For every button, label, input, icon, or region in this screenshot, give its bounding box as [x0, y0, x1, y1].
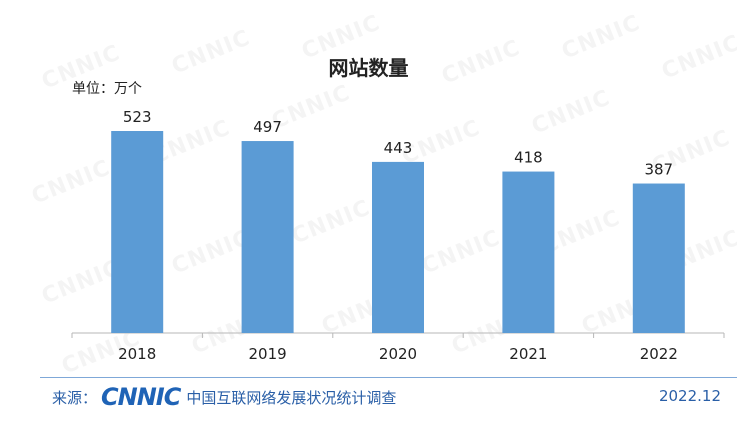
data-label-2020: 443	[384, 139, 413, 157]
data-label-2021: 418	[514, 149, 543, 167]
footer-divider	[40, 377, 737, 378]
tick-label-2021: 2021	[509, 345, 547, 363]
unit-label: 单位：万个	[72, 81, 142, 97]
cnnic-logo: CNNIC	[101, 383, 181, 411]
bar-2020	[372, 161, 424, 333]
data-label-2019: 497	[253, 118, 282, 136]
tick-label-2019: 2019	[249, 345, 287, 363]
source-label: 来源：	[52, 388, 98, 407]
bar-2019	[241, 141, 294, 333]
footer-date: 2022.12	[658, 387, 721, 405]
tick-label-2018: 2018	[118, 345, 156, 363]
bar-2018	[111, 131, 164, 333]
chart-title: 网站数量	[328, 56, 409, 80]
bar-2022	[632, 183, 685, 333]
survey-name: 中国互联网络发展状况统计调查	[186, 388, 397, 407]
tick-label-2022: 2022	[640, 345, 678, 363]
bar-2021	[502, 171, 555, 333]
data-label-2018: 523	[123, 108, 152, 126]
data-label-2022: 387	[644, 161, 673, 179]
tick-label-2020: 2020	[379, 345, 417, 363]
footer-source: 来源： CNNIC 中国互联网络发展状况统计调查	[52, 383, 397, 411]
